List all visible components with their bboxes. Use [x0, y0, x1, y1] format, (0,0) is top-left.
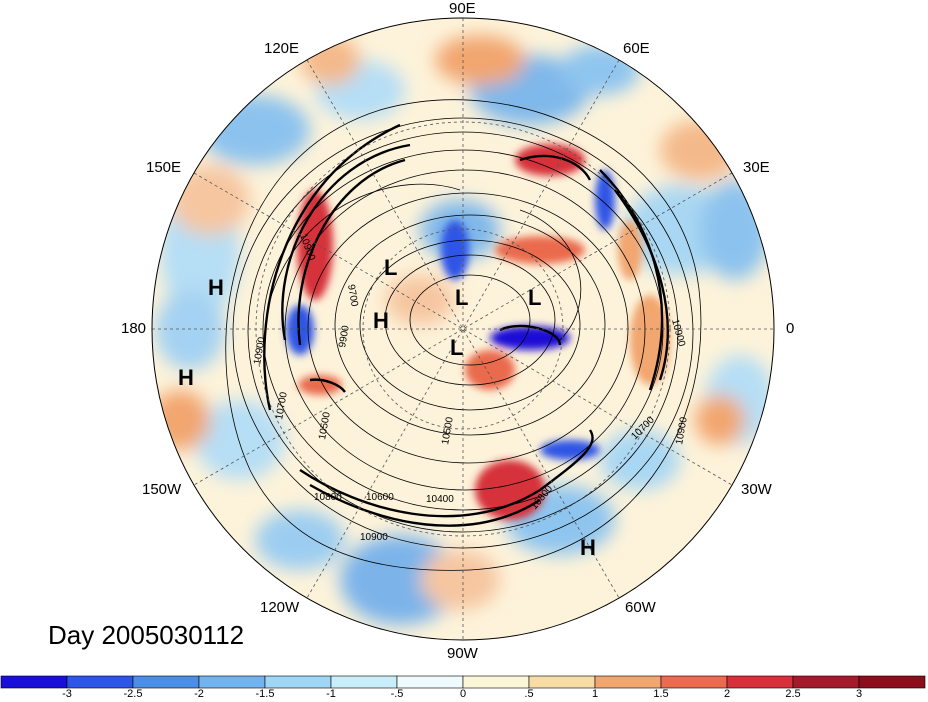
- lon-label-30e: 30E: [743, 159, 770, 176]
- lon-label-60w: 60W: [625, 599, 656, 616]
- lon-label-30w: 30W: [741, 481, 772, 498]
- colorbar-tick-label: -1.5: [255, 688, 275, 700]
- lon-label-150w: 150W: [142, 481, 182, 498]
- colorbar-tick-label: -2.5: [123, 688, 143, 700]
- lon-label-90e: 90E: [449, 0, 476, 17]
- colorbar-tick-label: 2: [723, 688, 731, 700]
- colorbar-swatch: [330, 675, 398, 689]
- colorbar: [0, 675, 926, 689]
- contour-label: 10600: [366, 492, 394, 503]
- colorbar-tick-label: -3: [62, 688, 72, 700]
- colorbar-swatch: [726, 675, 794, 689]
- contour-label: 10500: [317, 411, 333, 441]
- colorbar-tick-label: -1: [326, 688, 336, 700]
- height-contours: [225, 99, 702, 571]
- high-center-1: H: [208, 275, 224, 300]
- colorbar-swatch: [396, 675, 464, 689]
- lon-label-150e: 150E: [146, 159, 182, 176]
- graticule: [152, 18, 774, 640]
- high-center-3: H: [178, 365, 194, 390]
- lon-label-60e: 60E: [623, 40, 650, 57]
- colorbar-swatch: [528, 675, 596, 689]
- contour-label: 10400: [426, 494, 454, 505]
- lon-label-90w: 90W: [447, 645, 478, 662]
- contour-label: 10900: [360, 532, 388, 543]
- colorbar-tick-label: 1: [591, 688, 599, 700]
- high-center-4: H: [580, 535, 596, 560]
- contour-label: 10900: [252, 336, 268, 366]
- low-center-1: L: [384, 255, 397, 280]
- colorbar-swatch: [792, 675, 860, 689]
- low-center-3: L: [528, 285, 541, 310]
- colorbar-tick-label: 2.5: [785, 688, 801, 700]
- colorbar-tick-label: 3: [855, 688, 863, 700]
- colorbar-swatch: [132, 675, 200, 689]
- lon-label-180: 180: [121, 320, 147, 337]
- contour-label: 10800: [314, 492, 342, 503]
- lon-label-0: 0: [786, 320, 795, 337]
- colorbar-tick-label: -2: [194, 688, 204, 700]
- contour-label: 10700: [274, 391, 290, 421]
- colorbar-swatch: [198, 675, 266, 689]
- day-title: Day 2005030112: [48, 620, 245, 650]
- polar-map: L L L L H H H H 10900 10900 10900 10900 …: [151, 17, 775, 641]
- low-center-4: L: [450, 335, 463, 360]
- colorbar-swatch: [0, 675, 68, 689]
- contour-label: 10500: [440, 416, 456, 446]
- low-center-2: L: [455, 285, 468, 310]
- colorbar-swatch: [264, 675, 332, 689]
- contour-label: 10900: [674, 416, 690, 446]
- colorbar-swatch: [660, 675, 728, 689]
- high-center-2: H: [373, 308, 389, 333]
- colorbar-tick-label: 0: [459, 688, 467, 700]
- colorbar-swatch: [66, 675, 134, 689]
- contour-label: 9700: [345, 284, 360, 308]
- lon-label-120e: 120E: [264, 40, 300, 57]
- jet-contours: [263, 123, 669, 527]
- colorbar-swatch: [462, 675, 530, 689]
- colorbar-tick-label: -.5: [390, 688, 404, 700]
- colorbar-tick-label: 1.5: [653, 688, 669, 700]
- colorbar-swatch: [594, 675, 662, 689]
- colorbar-tick-label: .5: [524, 688, 534, 700]
- lon-label-120w: 120W: [260, 599, 300, 616]
- contour-label: 9900: [337, 324, 352, 348]
- colorbar-swatch: [858, 675, 926, 689]
